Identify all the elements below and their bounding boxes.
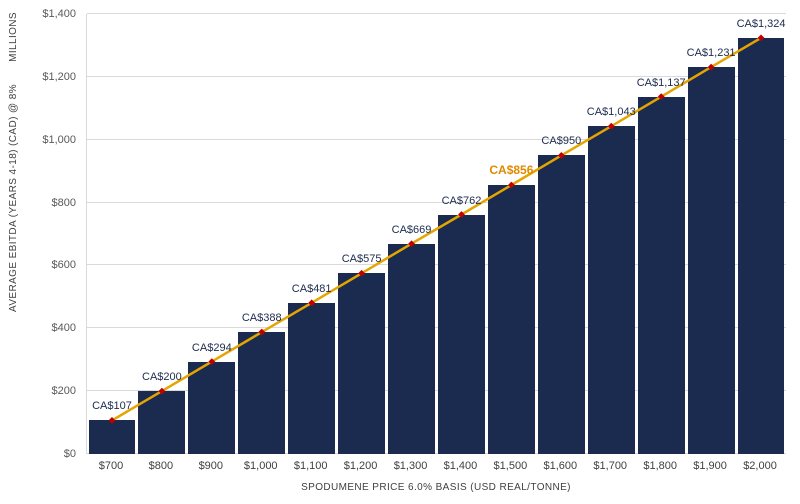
bar — [487, 184, 535, 454]
bar — [537, 155, 585, 454]
bar-label: CA$388 — [241, 312, 282, 325]
y-tick-label: $800 — [51, 196, 76, 209]
y-axis-tick-labels: $0 $200 $400 $600 $800 $1,000 $1,200 $1,400 — [36, 8, 80, 460]
bar-label: CA$200 — [142, 371, 182, 384]
y-axis-units-label: MILLIONS — [8, 12, 19, 62]
bar — [687, 67, 735, 454]
bar — [338, 273, 386, 454]
x-axis-title: SPODUMENE PRICE 6.0% BASIS (USD REAL/TON… — [301, 482, 571, 493]
bar-label: CA$1,324 — [736, 17, 786, 30]
bar-label: CA$1,137 — [636, 76, 686, 89]
x-tick-label: $1,400 — [443, 460, 478, 472]
x-tick-label: $700 — [98, 460, 124, 472]
bar — [138, 391, 186, 454]
bar-label: CA$669 — [391, 223, 432, 236]
y-tick-label: $200 — [51, 385, 76, 398]
y-axis-title: AVERAGE EBITDA (YEARS 4-18) (CAD) @ 8% — [8, 84, 19, 312]
bar-label: CA$950 — [541, 135, 582, 148]
x-tick-label: $1,900 — [693, 460, 727, 472]
bar-label: CA$575 — [341, 253, 382, 266]
bar — [288, 302, 336, 454]
y-tick-label: $1,200 — [42, 70, 76, 83]
y-tick-label: $400 — [51, 322, 76, 335]
bar — [238, 332, 286, 454]
gridline — [87, 13, 786, 14]
bar-label: CA$294 — [191, 341, 232, 354]
x-tick-label: $900 — [198, 460, 224, 472]
x-tick-label: $1,500 — [493, 460, 528, 472]
bar-label: CA$762 — [441, 194, 482, 207]
x-tick-label: $1,700 — [593, 460, 628, 472]
gridline — [87, 453, 786, 454]
x-tick-label: $1,600 — [543, 460, 578, 472]
bar-label: CA$1,231 — [686, 47, 736, 60]
x-tick-label: $2,000 — [743, 460, 777, 472]
bar — [438, 214, 485, 454]
x-tick-label: $1,100 — [293, 460, 328, 472]
bar — [88, 420, 136, 454]
bar — [188, 361, 236, 454]
y-tick-label: $1,400 — [42, 8, 76, 20]
x-tick-label: $800 — [148, 460, 174, 472]
y-tick-label: $600 — [51, 259, 76, 272]
x-axis-tick-labels: $700 $800 $900 $1,000 $1,100 $1,200 $1,300 $1,4… — [86, 460, 786, 476]
bar — [637, 96, 685, 454]
x-tick-label: $1,000 — [243, 460, 278, 472]
bar — [737, 37, 785, 454]
bar-label: CA$1,043 — [586, 106, 636, 119]
plot-area: CA$107 CA$200 CA$294 CA$388 CA$481 CA$575 CA$6… — [86, 13, 786, 454]
bar-label: CA$481 — [291, 282, 332, 295]
bar — [388, 243, 435, 454]
y-tick-label: $1,000 — [42, 133, 76, 146]
bar-label: CA$107 — [92, 400, 132, 413]
y-tick-label: $0 — [63, 448, 76, 460]
bar — [587, 126, 635, 454]
x-tick-label: $1,300 — [393, 460, 428, 472]
bar-label-highlight: CA$856 — [489, 162, 534, 177]
x-tick-label: $1,200 — [343, 460, 378, 472]
x-tick-label: $1,800 — [643, 460, 677, 472]
